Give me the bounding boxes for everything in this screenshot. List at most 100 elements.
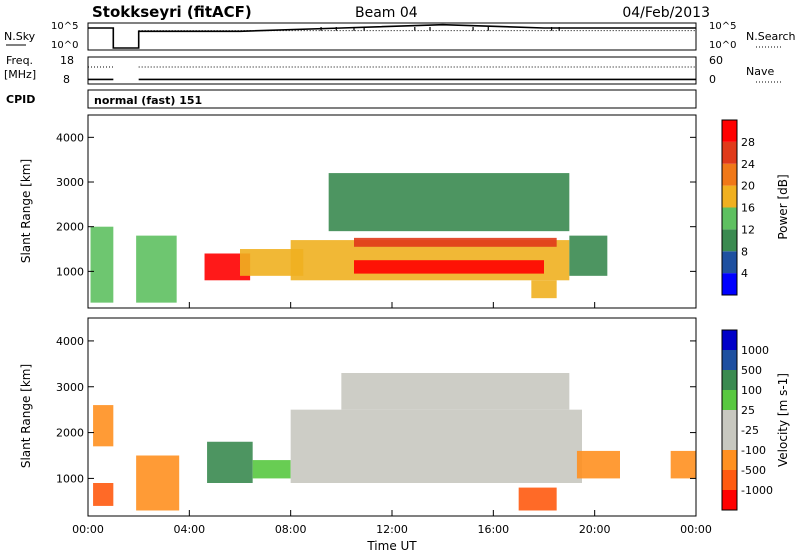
heatmap-region [569, 235, 608, 276]
velocity-colorbar: 1000 500 100 25 -25 -100 -500 -1000 Velocity [m… [721, 329, 790, 511]
velocity-colorbar-swatch [722, 450, 737, 470]
heatmap-region [341, 373, 570, 410]
cpid-panel: CPID normal (fast) 151 [6, 89, 697, 109]
y-tick-label: 1000 [56, 265, 84, 278]
x-tick-label: 00:00 [680, 523, 712, 536]
velocity-colorbar-tick-label: 100 [741, 384, 762, 397]
y-tick-label: 4000 [56, 335, 84, 348]
power-colorbar-ticks: 28 24 20 16 12 8 4 [741, 136, 755, 280]
velocity-colorbar-swatch [722, 470, 737, 490]
velocity-colorbar-label: Velocity [m s-1] [776, 373, 790, 467]
power-colorbar-tick-label: 28 [741, 136, 755, 149]
power-colorbar-label: Power [dB] [776, 174, 790, 239]
x-tick-label: 00:00 [72, 523, 104, 536]
cpid-panel-frame [87, 89, 697, 109]
heatmap-region [531, 280, 557, 299]
velocity-colorbar-tick-label: 1000 [741, 344, 769, 357]
noise-right-label: N.Search [746, 30, 796, 43]
power-colorbar-tick-label: 24 [741, 158, 755, 171]
power-colorbar-swatch [722, 229, 737, 252]
power-colorbar-swatch [722, 251, 737, 274]
power-colorbar-tick-label: 20 [741, 180, 755, 193]
frequency-panel-frame [87, 56, 697, 85]
velocity-heatmap [93, 373, 696, 511]
heatmap-region [290, 409, 582, 483]
heatmap-region [354, 237, 557, 247]
x-tick-label: 04:00 [173, 523, 205, 536]
cpid-mode: normal (fast) 151 [94, 94, 202, 107]
velocity-colorbar-swatch [722, 390, 737, 410]
velocity-y-axis: 1000 2000 3000 4000 [56, 335, 696, 485]
velocity-x-axis: 00:00 04:00 08:00 12:00 16:00 20:00 00:00 [72, 510, 712, 536]
velocity-colorbar-swatch [722, 410, 737, 430]
heatmap-region [136, 235, 177, 303]
heatmap-region [93, 483, 114, 506]
velocity-colorbar-tick-label: 500 [741, 364, 762, 377]
noise-left-label: N.Sky [4, 30, 36, 43]
power-colorbar-tick-label: 4 [741, 267, 748, 280]
heatmap-region [354, 260, 544, 274]
nave-label: Nave [746, 65, 774, 78]
power-colorbar-tick-label: 12 [741, 223, 755, 236]
noise-series [88, 23, 696, 49]
heatmap-region [576, 450, 620, 479]
power-colorbar-tick-label: 16 [741, 202, 755, 215]
x-tick-label: 20:00 [579, 523, 611, 536]
power-ylabel: Slant Range [km] [19, 159, 33, 263]
heatmap-region [252, 460, 291, 479]
velocity-colorbar-tick-label: 25 [741, 404, 755, 417]
velocity-ylabel: Slant Range [km] [19, 364, 33, 468]
frequency-series [88, 66, 696, 81]
velocity-colorbar-swatch [722, 490, 737, 510]
beam-title: Beam 04 [355, 5, 418, 21]
noise-left-tick-bottom: 10^0 [51, 40, 78, 51]
noise-sky-line [88, 23, 696, 49]
power-colorbar-swatches [722, 120, 737, 295]
power-x-axis [87, 302, 697, 308]
x-tick-label: 08:00 [275, 523, 307, 536]
heatmap-region [328, 173, 570, 232]
power-colorbar-swatch [722, 207, 737, 230]
velocity-colorbar-swatch [722, 350, 737, 370]
velocity-colorbar-swatch [722, 330, 737, 350]
noise-right-tick-bottom: 10^0 [709, 40, 736, 51]
heatmap-region [136, 455, 180, 511]
freq-right-tick-bottom: 0 [709, 73, 716, 86]
velocity-panel: 1000 2000 3000 4000 00:00 04:00 08:00 12:00 16:… [19, 317, 712, 553]
y-tick-label: 2000 [56, 427, 84, 440]
x-tick-label: 12:00 [376, 523, 408, 536]
x-tick-label: 16:00 [477, 523, 509, 536]
freq-left-tick-bottom: 8 [63, 73, 70, 86]
power-colorbar-swatch [722, 185, 737, 208]
power-colorbar: 28 24 20 16 12 8 4 Power [dB] [721, 119, 790, 296]
power-colorbar-swatch [722, 120, 737, 142]
noise-panel-frame [87, 22, 697, 51]
velocity-colorbar-tick-label: -100 [741, 444, 766, 457]
heatmap-region [207, 441, 253, 483]
noise-right-tick-top: 10^5 [709, 21, 736, 32]
power-y-axis: 1000 2000 3000 4000 [56, 131, 696, 278]
power-colorbar-swatch [722, 141, 737, 164]
freq-label-line2: [MHz] [4, 68, 36, 81]
heatmap-region [90, 226, 114, 303]
xlabel: Time UT [366, 539, 417, 553]
station-title: Stokkseyri (fitACF) [92, 3, 252, 21]
power-colorbar-frame [721, 119, 738, 296]
heatmap-region [670, 450, 696, 479]
y-tick-label: 2000 [56, 221, 84, 234]
velocity-colorbar-frame [721, 329, 738, 511]
power-colorbar-swatch [722, 273, 737, 295]
freq-label-line1: Freq. [6, 54, 33, 67]
velocity-colorbar-swatches [722, 330, 737, 510]
heatmap-region [518, 487, 557, 511]
freq-left-tick-top: 18 [60, 54, 74, 67]
cpid-label: CPID [6, 93, 35, 106]
velocity-colorbar-tick-label: -1000 [741, 484, 773, 497]
velocity-colorbar-swatch [722, 430, 737, 450]
y-tick-label: 3000 [56, 176, 84, 189]
power-heatmap [90, 173, 608, 303]
heatmap-region [93, 405, 114, 447]
power-panel: 1000 2000 3000 4000 Slant Range [km] [19, 114, 697, 309]
date-title: 04/Feb/2013 [622, 5, 710, 21]
